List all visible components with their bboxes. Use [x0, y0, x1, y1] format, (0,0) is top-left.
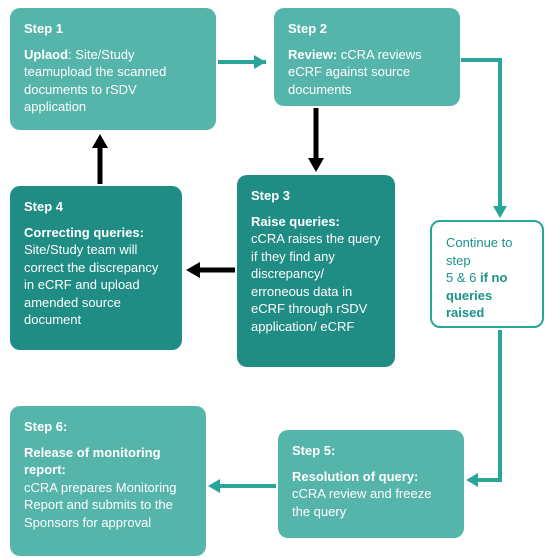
step-3: Step 3 Raise queries: cCRA raises the qu…: [237, 175, 395, 367]
step-1-text: Uplaod: Site/Study teamupload the scanne…: [24, 46, 202, 116]
step-1-title: Uplaod: [24, 47, 68, 62]
step-1: Step 1 Uplaod: Site/Study teamupload the…: [10, 8, 216, 130]
continue-to-s5: [472, 330, 500, 480]
step-2: Step 2 Review: cCRA reviews eCRF against…: [274, 8, 460, 106]
step-6-title: Release of monitoring report:: [24, 444, 192, 479]
step-5-body: cCRA review and freeze the query: [292, 485, 450, 520]
step-3-title: Raise queries:: [251, 213, 381, 231]
s2-to-s3-head: [308, 158, 324, 172]
step-6: Step 6: Release of monitoring report: cC…: [10, 406, 206, 556]
step-4-label: Step 4: [24, 198, 168, 216]
s2-to-continue: [461, 60, 500, 212]
s2-to-continue-head: [493, 206, 507, 218]
step-3-body: cCRA raises the query if they find any d…: [251, 230, 381, 335]
step-6-body: cCRA prepares Monitoring Report and subm…: [24, 479, 192, 532]
step-5-label: Step 5:: [292, 442, 450, 460]
continue-to-s5-head: [466, 473, 478, 487]
step-5: Step 5: Resolution of query: cCRA review…: [278, 430, 464, 538]
step-2-label: Step 2: [288, 20, 446, 38]
step-5-title: Resolution of query:: [292, 468, 450, 486]
step-4-body: Site/Study team will correct the discrep…: [24, 241, 168, 329]
step-1-label: Step 1: [24, 20, 202, 38]
step-2-title: Review:: [288, 47, 337, 62]
step-4-title: Correcting queries:: [24, 224, 168, 242]
flow-canvas: Step 1 Uplaod: Site/Study teamupload the…: [0, 0, 560, 558]
step-2-text: Review: cCRA reviews eCRF against source…: [288, 46, 446, 99]
s1-to-s2-head: [254, 55, 266, 69]
continue-note: Continue to step 5 & 6 if no queries rai…: [430, 220, 544, 328]
s4-to-s1-head: [92, 134, 108, 148]
step-3-label: Step 3: [251, 187, 381, 205]
step-4: Step 4 Correcting queries: Site/Study te…: [10, 186, 182, 350]
continue-line1: Continue to step: [446, 234, 528, 269]
step-6-label: Step 6:: [24, 418, 192, 436]
continue-line2: 5 & 6 if no queries raised: [446, 269, 528, 322]
s5-to-s6-head: [208, 479, 220, 493]
continue-line2-plain: 5 & 6: [446, 270, 480, 285]
s3-to-s4-head: [186, 262, 200, 278]
